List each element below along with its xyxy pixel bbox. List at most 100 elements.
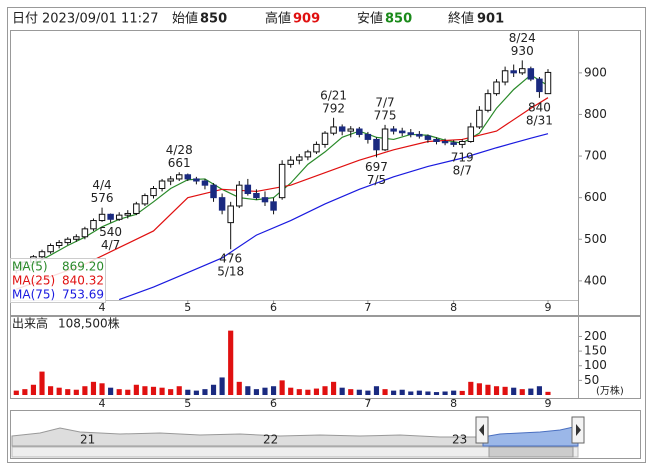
volume-bar — [356, 389, 362, 395]
volume-tick-label: 150 — [584, 344, 607, 358]
volume-x-tick-label: 5 — [184, 397, 191, 410]
y-tick-label: 900 — [584, 65, 607, 79]
open-value: 850 — [200, 12, 227, 27]
volume-bar — [545, 391, 551, 395]
volume-bar — [279, 380, 285, 395]
annotation-date: 5/18 — [217, 265, 244, 279]
y-tick-label: 400 — [584, 273, 607, 287]
x-tick-label: 5 — [184, 301, 191, 314]
legend-box — [10, 258, 106, 303]
volume-bar — [313, 388, 320, 395]
annotation-date: 4/28 — [166, 143, 193, 157]
candle-body — [356, 128, 363, 135]
candle-body — [544, 71, 552, 95]
volume-tick-label: 50 — [584, 373, 599, 387]
candle-body — [450, 142, 457, 145]
volume-bar — [39, 371, 45, 395]
volume-bar — [382, 389, 388, 395]
high-value: 909 — [293, 12, 320, 27]
annotation-date: 8/24 — [509, 31, 536, 45]
volume-bar — [56, 387, 62, 395]
volume-bar — [528, 388, 534, 395]
candle-body — [424, 135, 432, 140]
volume-x-tick-label: 9 — [544, 397, 551, 410]
scrollbar[interactable] — [11, 446, 579, 458]
annotation-value: 476 — [219, 252, 242, 266]
candle-body — [253, 192, 260, 199]
y-tick-label: 700 — [584, 149, 607, 163]
candle-body — [210, 184, 217, 199]
volume-bar — [502, 386, 508, 395]
volume-bar — [519, 389, 525, 395]
candle-body — [458, 140, 466, 145]
candle-body — [193, 178, 200, 182]
candle-body — [441, 140, 449, 144]
volume-bar — [99, 383, 105, 395]
annotation-date: 7/7 — [375, 95, 394, 109]
candle-body — [433, 138, 440, 142]
volume-title: 出来高 — [12, 316, 48, 331]
candle-body — [304, 151, 312, 158]
candle-body — [81, 228, 89, 238]
volume-bar — [125, 389, 131, 395]
candle-body — [261, 197, 269, 203]
candle-body — [236, 184, 243, 207]
y-tick-label: 600 — [584, 190, 607, 204]
annotation-value: 697 — [365, 160, 388, 174]
x-tick-label: 9 — [544, 301, 551, 314]
date-label: 日付 — [12, 12, 38, 27]
candle-body — [167, 178, 174, 182]
candle-body — [73, 236, 80, 240]
navigator-label: 22 — [263, 433, 278, 447]
candle-body — [510, 70, 517, 74]
volume-bar — [82, 386, 88, 395]
volume-bar — [210, 384, 217, 395]
volume-bar — [296, 389, 302, 395]
candle-body — [467, 126, 475, 142]
annotation-value: 576 — [91, 191, 114, 205]
candle-body — [484, 93, 492, 111]
volume-bar — [176, 386, 182, 395]
annotation-date: 6/21 — [320, 88, 347, 102]
volume-bar — [90, 381, 97, 395]
volume-bar — [142, 386, 148, 395]
volume-tick-label: 200 — [584, 329, 607, 343]
low-label: 安値 — [357, 11, 383, 27]
candle-body — [381, 128, 389, 151]
candle-body — [536, 78, 543, 93]
volume-bar — [331, 381, 337, 395]
volume-bar — [305, 389, 311, 395]
volume-bar — [288, 387, 294, 395]
candle-body — [373, 138, 380, 151]
volume-title-box — [11, 317, 123, 330]
candle-body — [313, 143, 320, 153]
volume-bar — [116, 389, 122, 395]
handle-right-arrow — [576, 424, 581, 436]
volume-bar — [48, 386, 54, 395]
candle-body — [124, 212, 132, 216]
volume-bar — [22, 389, 28, 395]
annotation-value: 840 — [528, 100, 551, 114]
scroll-thumb[interactable] — [488, 446, 574, 458]
volume-bar — [365, 390, 371, 395]
candle-body — [55, 242, 63, 247]
navigator: 21 22 23 — [10, 410, 641, 459]
candle-body — [141, 195, 149, 205]
candle-body — [38, 251, 46, 258]
annotation-value: 775 — [374, 108, 397, 122]
x-tick-label: 4 — [99, 301, 106, 314]
volume-bar — [73, 389, 79, 395]
volume-bar — [416, 390, 422, 395]
candle-body — [407, 132, 415, 135]
volume-bar — [133, 384, 139, 395]
volume-bar — [433, 392, 440, 395]
volume-bar — [65, 389, 71, 395]
navigator-label: 23 — [452, 433, 467, 447]
candle-body — [184, 174, 192, 180]
candle-body — [227, 205, 234, 224]
candle-body — [287, 159, 294, 165]
volume-bar — [425, 391, 431, 395]
volume-bar — [459, 390, 465, 395]
volume-bar — [253, 389, 259, 395]
